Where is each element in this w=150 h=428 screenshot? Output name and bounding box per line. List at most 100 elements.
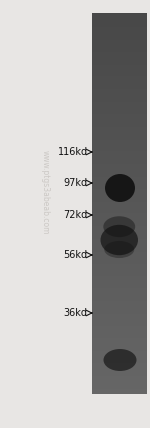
Bar <box>92 310 147 311</box>
Bar <box>92 240 147 241</box>
Bar <box>92 15 147 17</box>
Bar <box>92 354 147 356</box>
Bar <box>92 261 147 262</box>
Bar <box>92 192 147 193</box>
Bar <box>92 329 147 330</box>
Bar <box>92 94 147 95</box>
Bar <box>92 19 147 21</box>
Bar <box>92 264 147 265</box>
Bar <box>92 198 147 199</box>
Bar <box>92 279 147 281</box>
Bar <box>92 194 147 196</box>
Bar <box>92 227 147 229</box>
Text: 116kd: 116kd <box>58 147 88 157</box>
Bar <box>92 328 147 329</box>
Bar <box>92 103 147 104</box>
Bar <box>92 343 147 344</box>
Bar <box>92 297 147 299</box>
Bar <box>92 173 147 174</box>
Bar <box>92 362 147 363</box>
Bar <box>92 155 147 156</box>
Bar <box>92 158 147 159</box>
Ellipse shape <box>104 241 134 258</box>
Bar <box>92 316 147 318</box>
Bar <box>92 268 147 269</box>
Bar <box>92 59 147 60</box>
Bar <box>92 392 147 394</box>
Bar <box>92 361 147 362</box>
Bar <box>92 277 147 278</box>
Bar <box>92 367 147 369</box>
Bar <box>92 109 147 110</box>
Bar <box>92 330 147 332</box>
Bar <box>92 375 147 376</box>
Bar <box>92 38 147 39</box>
Bar <box>92 270 147 272</box>
Bar <box>92 230 147 231</box>
Bar <box>92 374 147 375</box>
Bar <box>92 93 147 94</box>
Bar <box>92 201 147 202</box>
Bar <box>92 378 147 380</box>
Bar <box>92 299 147 300</box>
Bar <box>92 365 147 366</box>
Bar <box>92 305 147 306</box>
Bar <box>92 17 147 18</box>
Bar <box>92 250 147 252</box>
Bar <box>92 43 147 45</box>
Bar <box>92 147 147 149</box>
Bar <box>92 196 147 197</box>
Bar <box>92 33 147 34</box>
Bar <box>92 211 147 212</box>
Bar <box>92 315 147 316</box>
Bar <box>92 291 147 292</box>
Bar <box>92 347 147 348</box>
Bar <box>92 288 147 290</box>
Bar <box>92 55 147 56</box>
Bar <box>92 283 147 285</box>
Bar <box>92 323 147 324</box>
Bar <box>92 314 147 315</box>
Bar <box>92 236 147 238</box>
Bar <box>92 296 147 297</box>
Bar <box>92 62 147 64</box>
Bar <box>92 203 147 205</box>
Text: www.ptgs3abeab.com: www.ptgs3abeab.com <box>40 150 50 235</box>
Bar <box>92 64 147 65</box>
Bar <box>92 210 147 211</box>
Bar <box>92 85 147 86</box>
Bar <box>92 80 147 81</box>
Bar <box>92 274 147 276</box>
Bar <box>92 320 147 321</box>
Bar <box>92 188 147 189</box>
Bar <box>92 39 147 41</box>
Bar <box>92 185 147 187</box>
Bar <box>92 110 147 112</box>
Bar <box>92 358 147 360</box>
Bar <box>92 371 147 372</box>
Bar <box>92 160 147 161</box>
Bar <box>92 81 147 83</box>
Bar <box>92 348 147 349</box>
Bar <box>92 112 147 113</box>
Bar <box>92 136 147 137</box>
Bar <box>92 68 147 69</box>
Bar <box>92 70 147 71</box>
Bar <box>92 221 147 223</box>
Bar <box>92 349 147 351</box>
Bar <box>92 184 147 185</box>
Bar <box>92 27 147 28</box>
Bar <box>92 352 147 353</box>
Bar <box>92 311 147 312</box>
Bar <box>92 205 147 206</box>
Bar <box>92 179 147 181</box>
Bar <box>92 121 147 122</box>
Bar <box>92 376 147 377</box>
Bar <box>92 143 147 144</box>
Bar <box>92 366 147 367</box>
Bar <box>92 26 147 27</box>
Bar <box>92 309 147 310</box>
Bar <box>92 338 147 339</box>
Bar <box>92 139 147 140</box>
Bar <box>92 197 147 198</box>
